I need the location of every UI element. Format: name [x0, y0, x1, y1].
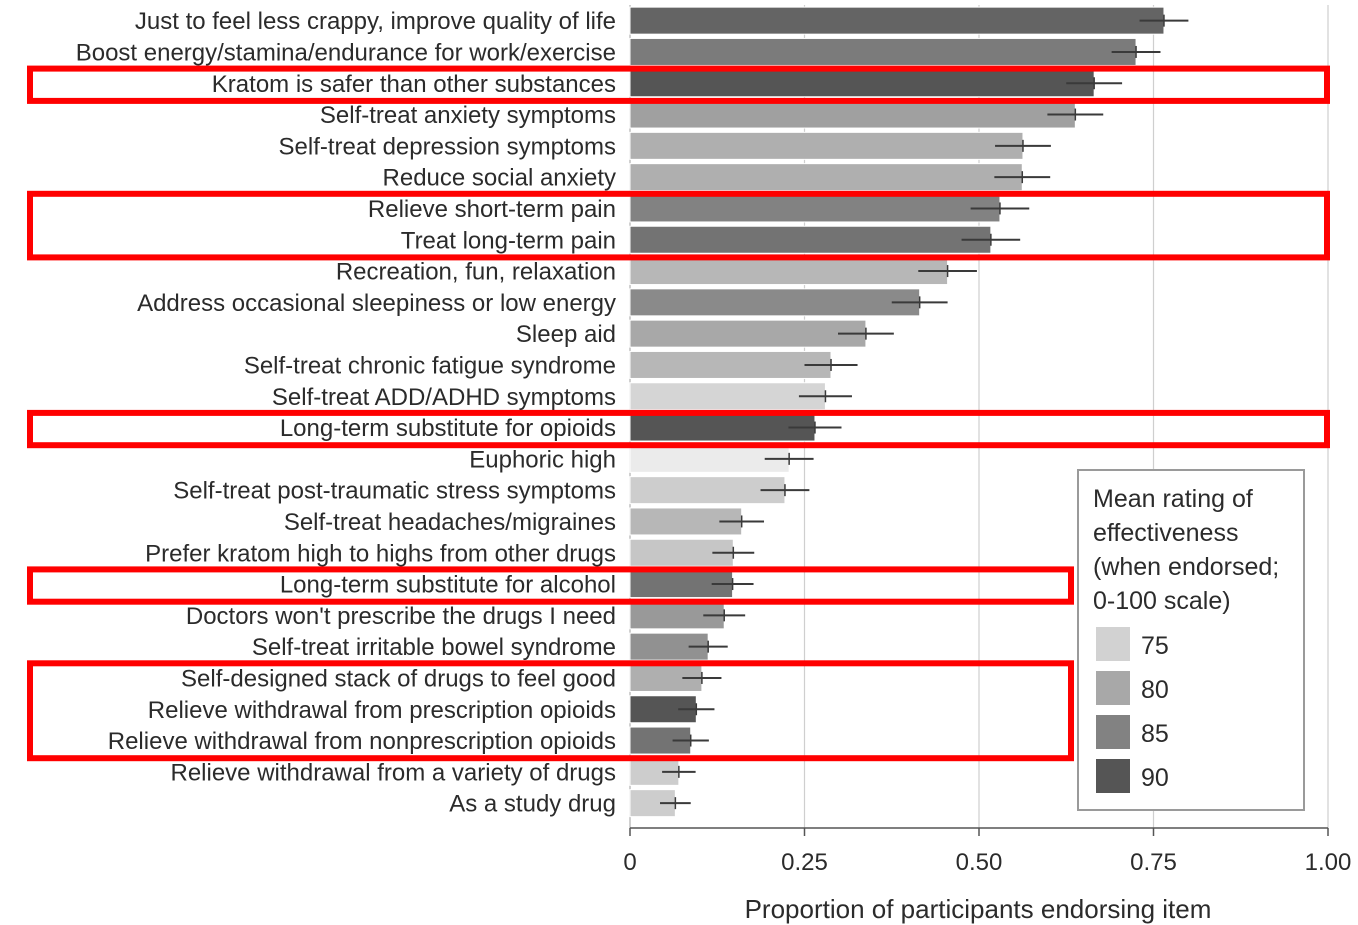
category-label: Treat long-term pain: [401, 227, 616, 254]
highlight-boxes: [27, 65, 1330, 762]
legend-swatch: [1096, 759, 1130, 793]
category-label: Relieve short-term pain: [368, 196, 616, 223]
legend-title: 0-100 scale): [1093, 587, 1231, 615]
bar: [629, 319, 867, 348]
legend-label: 85: [1141, 720, 1169, 748]
category-label: Doctors won't prescribe the drugs I need: [186, 603, 616, 630]
bar: [629, 350, 832, 379]
category-label: Prefer kratom high to highs from other d…: [145, 540, 616, 567]
category-label: Long-term substitute for opioids: [280, 415, 616, 442]
bar: [629, 131, 1024, 160]
category-label: Kratom is safer than other substances: [212, 71, 616, 98]
x-tick-label: 0.25: [781, 849, 828, 876]
category-label: Euphoric high: [469, 446, 616, 473]
legend: Mean rating of effectiveness (when endorse…: [1077, 469, 1305, 811]
x-axis: 0 0.25 0.50 0.75 1.00: [623, 827, 1352, 876]
category-label: Self-treat headaches/migraines: [284, 509, 616, 536]
category-label: Address occasional sleepiness or low ene…: [137, 290, 616, 317]
bar: [629, 100, 1076, 129]
category-label: Relieve withdrawal from nonprescription …: [108, 728, 616, 755]
category-label: Self-treat depression symptoms: [279, 133, 616, 160]
category-label: Relieve withdrawal from prescription opi…: [148, 697, 616, 724]
category-label: Self-treat anxiety symptoms: [320, 102, 616, 129]
x-tick-label: 0: [623, 849, 636, 876]
bar: [629, 476, 786, 505]
x-tick-label: 0.50: [956, 849, 1003, 876]
bar: [629, 69, 1095, 98]
legend-label: 90: [1141, 764, 1169, 792]
legend-label: 80: [1141, 676, 1169, 704]
bar: [629, 382, 826, 411]
category-label: Self-designed stack of drugs to feel goo…: [181, 665, 616, 692]
category-labels: Just to feel less crappy, improve qualit…: [76, 8, 616, 818]
category-label: Recreation, fun, relaxation: [336, 259, 616, 286]
bars: [629, 6, 1165, 818]
bar: [629, 444, 790, 473]
legend-title: effectiveness: [1093, 519, 1238, 547]
bar: [629, 413, 816, 442]
highlight-box: [27, 65, 1330, 104]
category-label: Self-treat post-traumatic stress symptom…: [173, 478, 616, 505]
category-label: Just to feel less crappy, improve qualit…: [135, 8, 616, 35]
bar: [629, 194, 1001, 223]
highlight-box: [27, 566, 1074, 605]
x-tick-label: 0.75: [1130, 849, 1177, 876]
category-label: Self-treat ADD/ADHD symptoms: [272, 384, 616, 411]
category-label: Relieve withdrawal from a variety of dru…: [170, 759, 616, 786]
highlight-box: [27, 409, 1330, 449]
x-axis-title: Proportion of participants endorsing ite…: [745, 894, 1212, 924]
highlight-box: [27, 190, 1330, 261]
category-label: Reduce social anxiety: [383, 165, 616, 192]
legend-title: Mean rating of: [1093, 485, 1253, 513]
category-label: As a study drug: [449, 791, 616, 818]
legend-swatch: [1096, 715, 1130, 749]
bar: [629, 288, 921, 317]
bar: [629, 37, 1137, 66]
highlight-box: [27, 660, 1074, 762]
category-label: Self-treat irritable bowel syndrome: [252, 634, 616, 661]
bar: [629, 163, 1023, 192]
category-label: Sleep aid: [516, 321, 616, 348]
legend-swatch: [1096, 627, 1130, 661]
legend-label: 75: [1141, 632, 1169, 660]
legend-swatch: [1096, 671, 1130, 705]
error-bars: [660, 14, 1189, 810]
bar: [629, 257, 949, 286]
category-label: Long-term substitute for alcohol: [280, 572, 616, 599]
bar: [629, 6, 1165, 35]
x-tick-label: 1.00: [1305, 849, 1352, 876]
legend-title: (when endorsed;: [1093, 553, 1279, 581]
category-label: Self-treat chronic fatigue syndrome: [244, 352, 616, 379]
bar: [629, 225, 992, 254]
category-label: Boost energy/stamina/endurance for work/…: [76, 39, 616, 66]
